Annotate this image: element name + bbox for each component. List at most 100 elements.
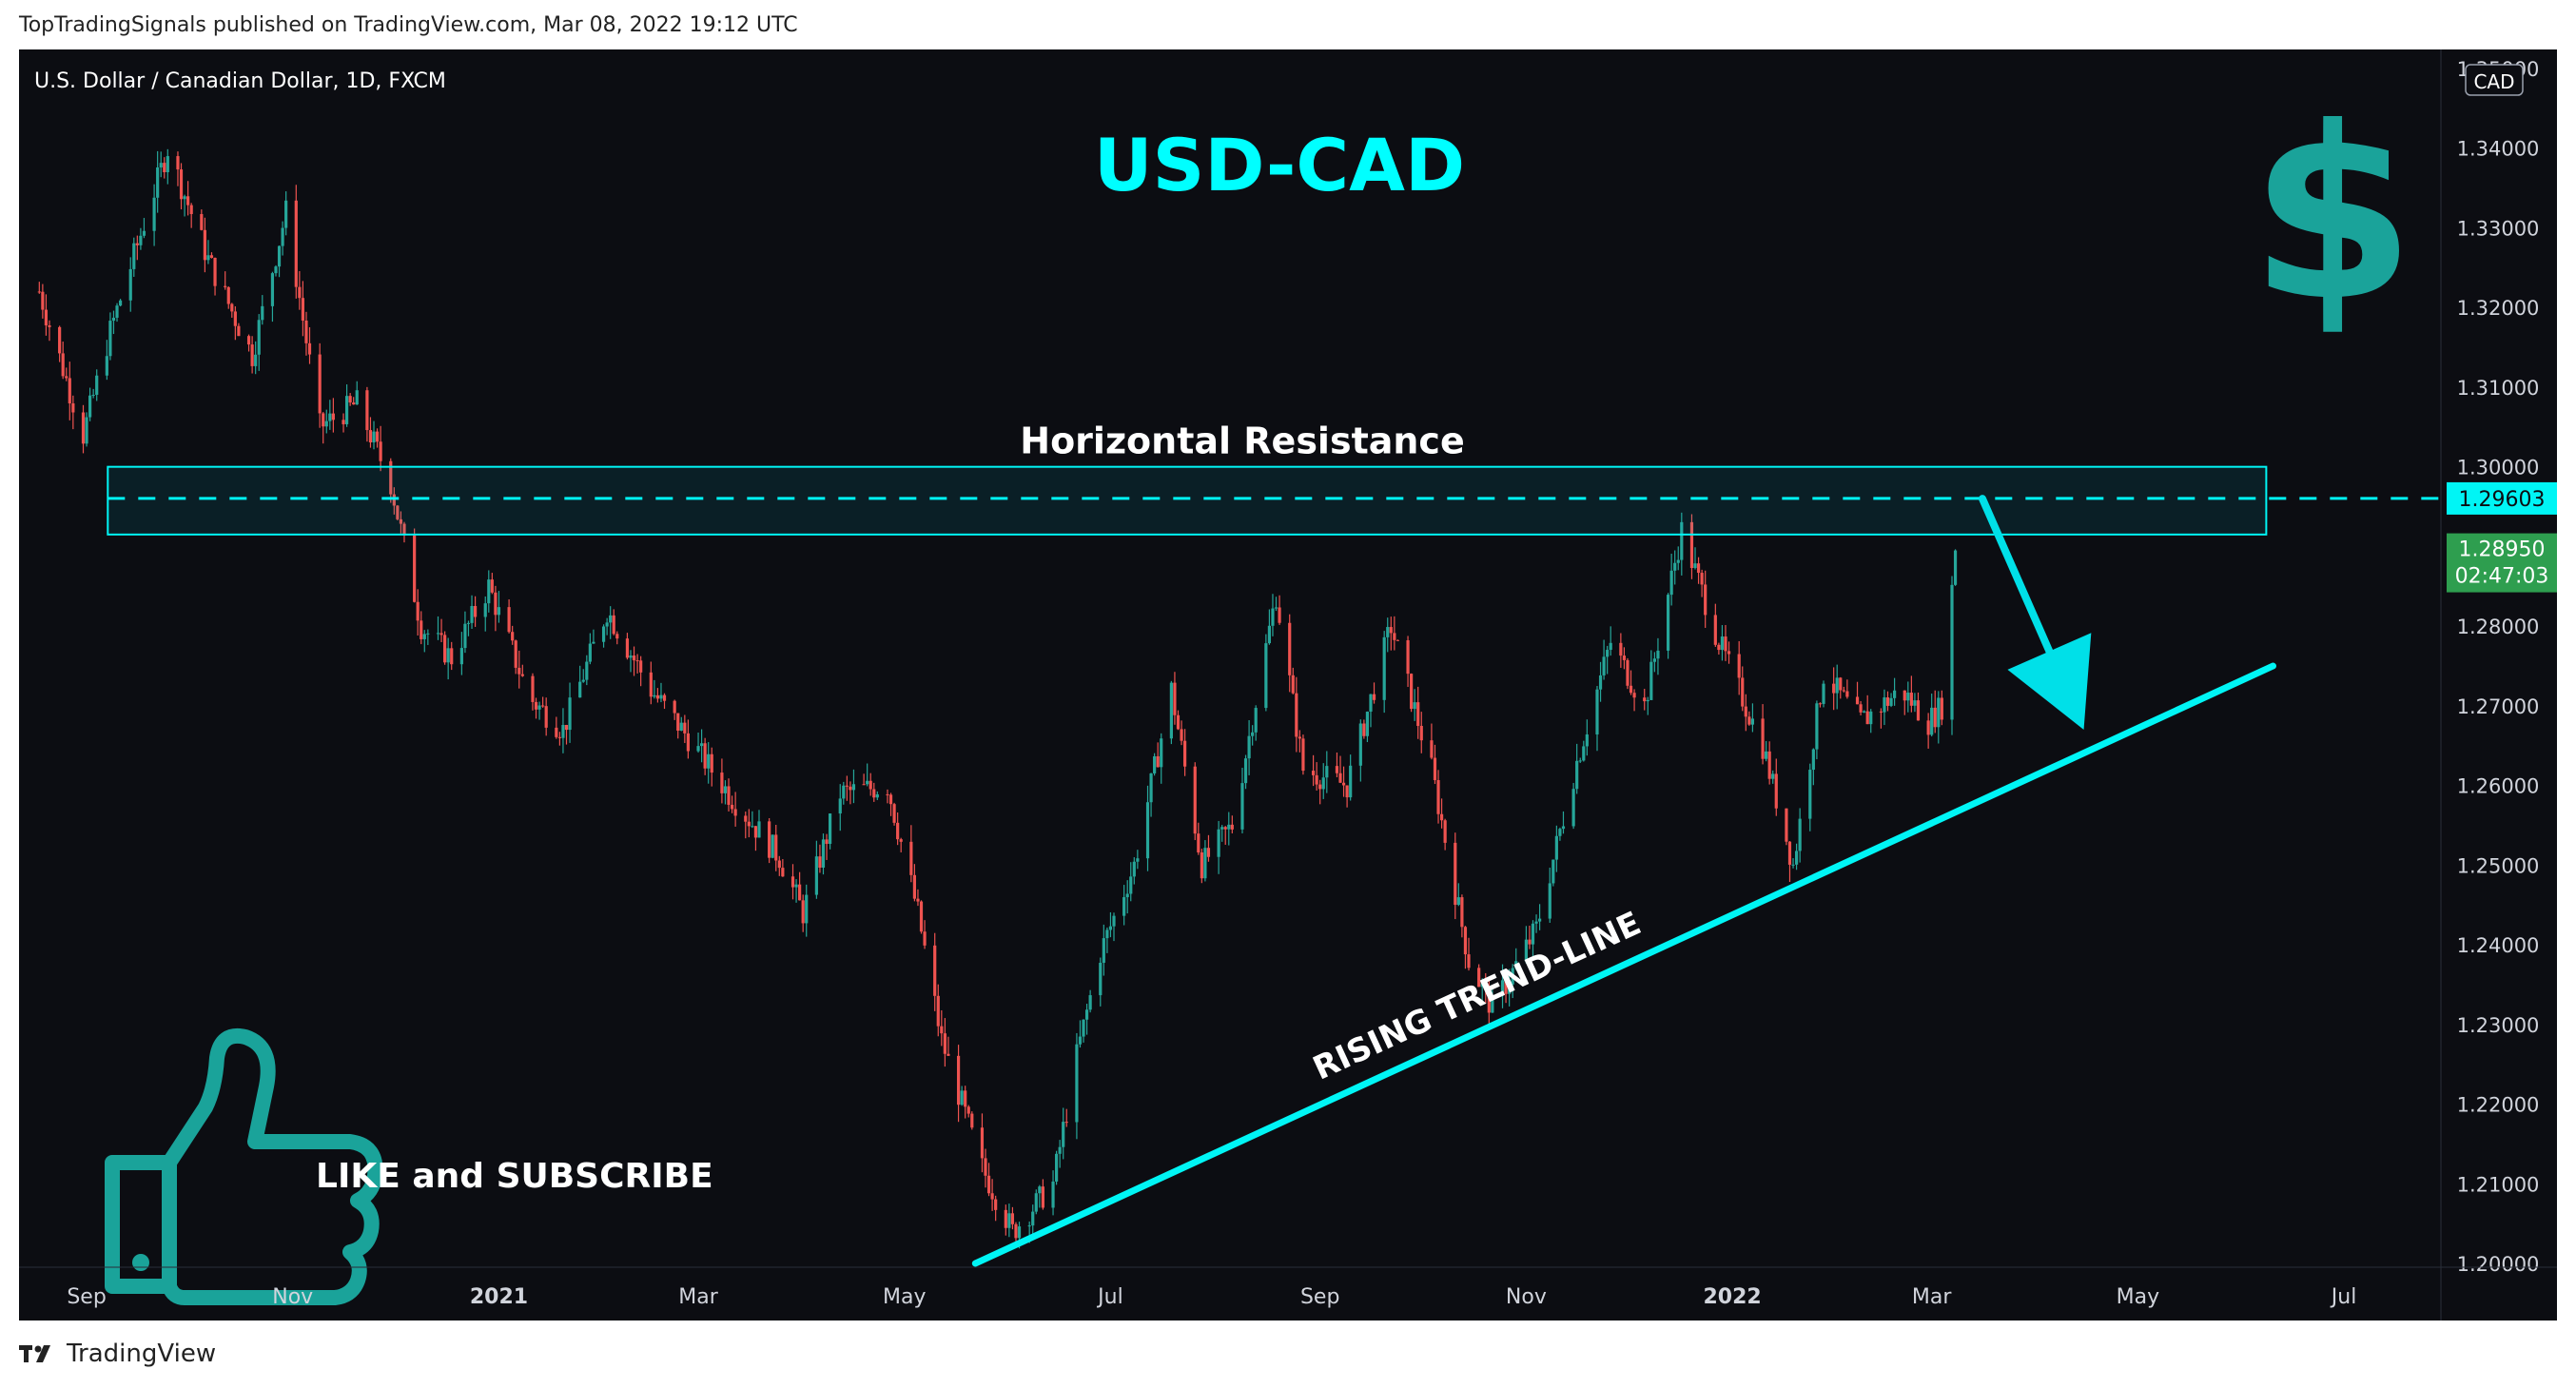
candle [1656,637,1660,675]
candle [676,713,680,739]
candle [696,733,700,753]
candle [1413,689,1416,721]
candle [730,795,734,813]
candle [1180,720,1183,746]
candle [1062,1107,1065,1160]
candle [609,606,613,639]
candle [1538,904,1542,930]
candle [1595,685,1599,752]
candle [1064,1108,1068,1127]
candle [224,271,227,290]
candle [851,769,856,804]
candle [733,792,737,827]
candle [872,782,876,802]
chart-frame[interactable]: Horizontal Resistance RISING TREND-LINE … [19,49,2557,1321]
candle [1808,763,1812,831]
candle [1240,768,1244,833]
candle [612,609,615,636]
candle [118,299,123,307]
candle [402,521,406,543]
candle [1315,762,1318,791]
candle [1301,734,1305,775]
candle [348,393,352,406]
candle [744,812,748,839]
cta-label[interactable]: LIKE and SUBSCRIBE [316,1157,713,1196]
candle [1169,680,1173,745]
candle [209,252,214,259]
candle [318,342,322,428]
candle [389,458,393,503]
candle [1643,689,1647,711]
candle [1666,593,1670,659]
candle [483,596,487,632]
candle [956,1045,961,1123]
candle [990,1179,994,1211]
candle [183,194,186,217]
candle [1247,720,1251,775]
candle [1680,512,1684,576]
candle [1839,676,1843,699]
candle [1534,914,1538,933]
candle [1136,850,1140,870]
candle [679,716,683,732]
candle [1031,1204,1035,1238]
candle [994,1195,998,1222]
candle [1349,754,1353,801]
candle [1514,948,1518,970]
candle [720,758,724,804]
candle [1112,912,1116,942]
candle [1720,625,1725,661]
candle [37,282,41,294]
time-tick-label: Jul [1096,1285,1123,1309]
time-tick-label: May [883,1285,926,1309]
candle [1930,694,1934,737]
candle [1271,594,1275,636]
price-axis[interactable]: 1.350001.340001.330001.320001.310001.300… [2440,49,2540,1321]
candle [1467,937,1471,971]
candle [970,1111,974,1130]
candle [1508,968,1512,1007]
candle [41,284,45,319]
candle [1551,859,1555,887]
candle [790,864,795,900]
candle [1220,825,1224,842]
candle [459,632,463,675]
candle [1369,694,1373,728]
candle [1251,725,1255,746]
candle [1362,719,1366,739]
candle [1865,694,1869,725]
rising-trendline[interactable] [971,662,2276,1267]
price-tick-label: 1.28000 [2457,616,2540,638]
candle [436,616,440,640]
candle [163,157,166,179]
candle [751,811,754,829]
candle [1649,650,1653,700]
candle [1524,926,1528,964]
candle [517,650,521,689]
currency-badge[interactable]: CAD [2465,64,2524,96]
candle [629,650,633,673]
dollar-sign-icon: $ [2250,76,2415,353]
candle [653,679,656,699]
candle [1335,752,1339,778]
candle [304,311,308,356]
candle [1582,740,1586,762]
candle [615,631,619,645]
price-tick-label: 1.31000 [2457,377,2540,400]
candle [284,191,288,236]
footer-brand-label: TradingView [67,1340,217,1368]
candle [777,855,781,876]
candle [805,884,809,937]
time-axis[interactable]: Sep Nov 2021 Mar May Jul Sep Nov 2022 Mar May Jul [19,1266,2557,1309]
resistance-zone[interactable] [107,465,2268,536]
candle [814,840,818,899]
candle [1696,557,1701,584]
candle [322,412,325,444]
time-tick-label: 2022 [1703,1285,1761,1309]
candle [557,732,561,746]
usdcad-chart[interactable]: Horizontal Resistance RISING TREND-LINE … [19,49,2557,1321]
tradingview-footer[interactable]: TradingView [19,1340,216,1368]
candle [1075,1032,1079,1140]
candle [281,221,284,256]
candle [1311,754,1316,787]
